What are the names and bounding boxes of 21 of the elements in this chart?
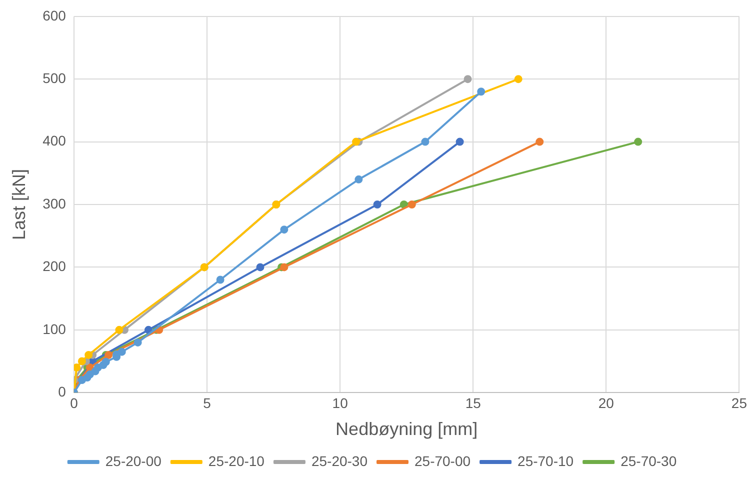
y-tick-label: 500 <box>42 70 66 86</box>
y-tick-label: 600 <box>42 7 66 24</box>
legend-label: 25-70-10 <box>518 452 574 469</box>
x-tick-label: 10 <box>332 394 348 411</box>
y-tick-label: 400 <box>42 132 66 149</box>
x-tick-label: 20 <box>598 394 614 411</box>
y-tick-label: 0 <box>58 383 66 400</box>
x-tick-label: 5 <box>203 394 212 411</box>
legend-label: 25-20-00 <box>105 452 162 469</box>
x-tick-label: 25 <box>731 394 748 411</box>
legend-label: 25-20-10 <box>208 452 265 469</box>
x-tick-label: 0 <box>70 394 78 411</box>
y-tick-label: 300 <box>42 195 66 212</box>
x-axis-title: Nedbøyning [mm] <box>336 419 478 440</box>
legend-label: 25-70-00 <box>414 452 471 469</box>
x-tick-label: 15 <box>465 394 482 411</box>
y-tick-label: 100 <box>42 320 66 337</box>
legend-label: 25-70-30 <box>620 452 677 469</box>
legend-label: 25-20-30 <box>311 452 368 469</box>
y-axis-title: Last [kN] <box>8 168 29 240</box>
y-tick-label: 200 <box>42 258 66 274</box>
